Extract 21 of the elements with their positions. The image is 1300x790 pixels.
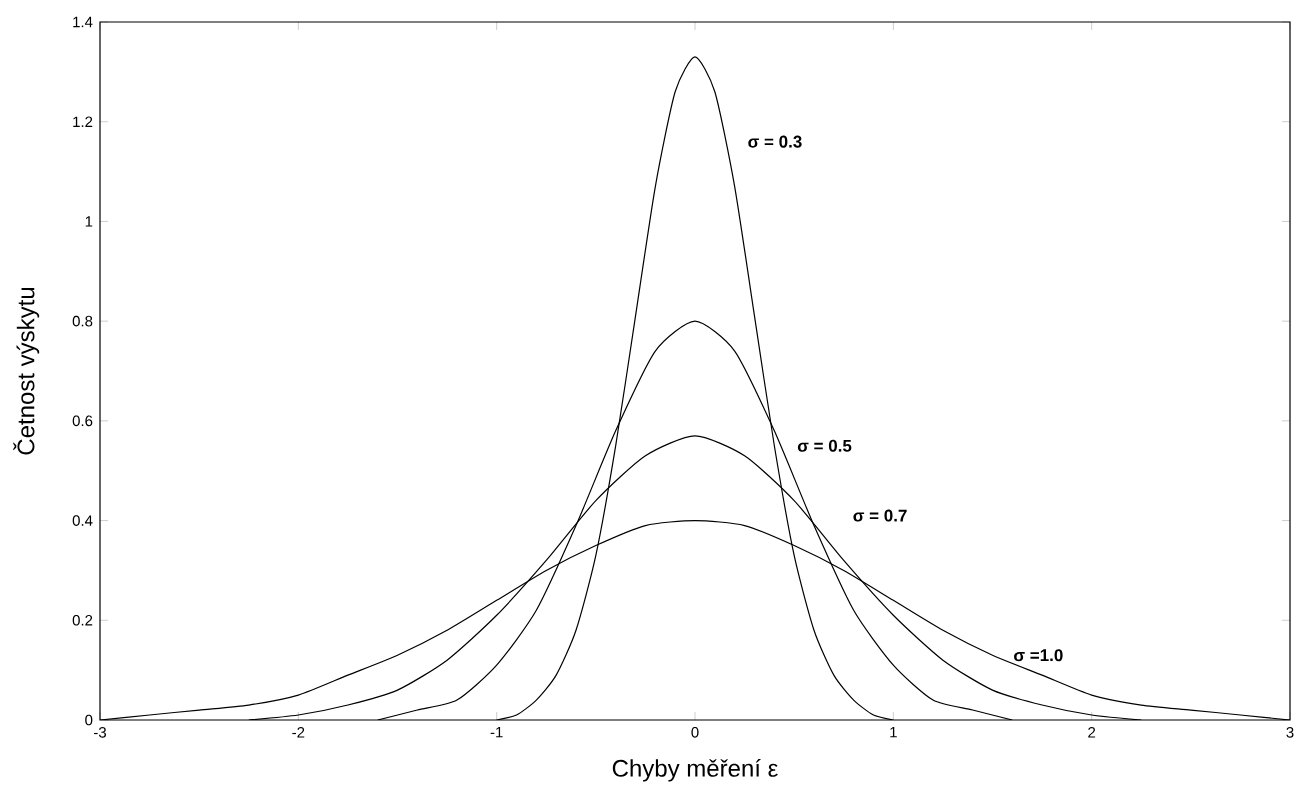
y-tick-label: 1.2: [73, 116, 93, 127]
series-label: σ = 0.7: [853, 509, 907, 522]
y-tick-label: 1.4: [73, 16, 93, 28]
x-tick-label: 3: [1286, 727, 1294, 738]
x-tick-label: -1: [490, 727, 503, 738]
y-tick-label: 0.8: [72, 315, 93, 327]
x-tick-label: 0: [691, 727, 699, 738]
x-tick-label: -3: [93, 727, 107, 738]
y-tick-label: 0: [85, 714, 93, 726]
x-tick-label: 1: [890, 727, 897, 738]
y-tick-label: 0.6: [72, 415, 93, 427]
series-label: σ =1.0: [1014, 649, 1063, 662]
y-tick-label: 1: [85, 216, 93, 227]
series-label: σ = 0.5: [797, 439, 852, 452]
series-label: σ = 0.3: [748, 135, 802, 148]
x-tick-label: 2: [1088, 727, 1096, 738]
y-tick-label: 0.4: [72, 515, 93, 526]
x-axis-title: Chyby měření ε: [612, 758, 778, 782]
x-tick-label: -2: [292, 727, 305, 738]
y-axis-title: Četnost výskytu: [13, 287, 40, 455]
y-tick-label: 0.2: [72, 614, 93, 626]
